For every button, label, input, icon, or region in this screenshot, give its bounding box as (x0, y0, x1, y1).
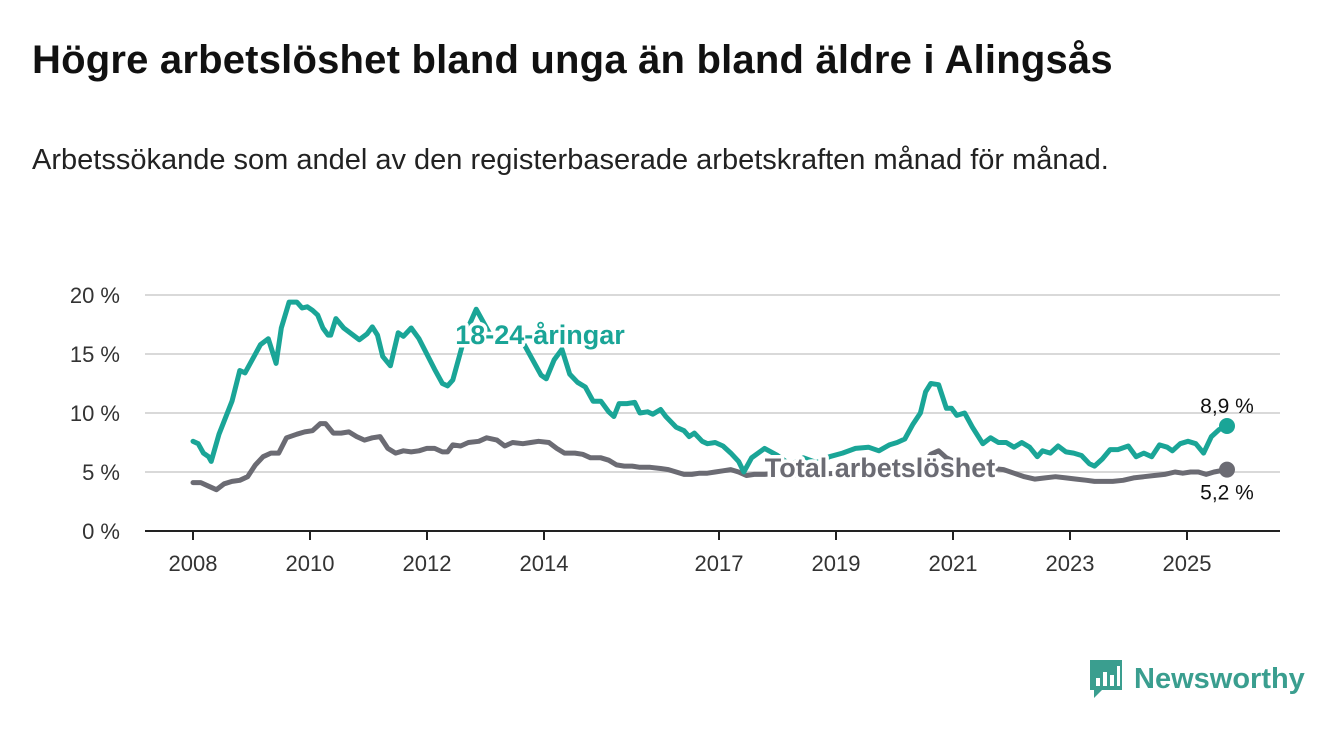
chart-subtitle: Arbetssökande som andel av den registerb… (32, 144, 1109, 176)
x-tick-label: 2010 (286, 551, 335, 576)
y-tick-label: 10 % (70, 401, 120, 426)
y-tick-label: 15 % (70, 342, 120, 367)
chart-title: Högre arbetslöshet bland unga än bland ä… (32, 38, 1113, 82)
series-labels: 8,9 % 5,2 % 18-24-åringar Total arbetslöshe… (452, 317, 1254, 505)
y-tick-label: 0 % (82, 519, 120, 544)
grid-lines (145, 294, 1280, 532)
series-line-youth (190, 299, 1230, 475)
x-tick-label: 2008 (169, 551, 218, 576)
series-lines (190, 299, 1235, 493)
x-tick-label: 2017 (695, 551, 744, 576)
end-label-youth: 8,9 % (1200, 395, 1254, 418)
y-tick-label: 5 % (82, 460, 120, 485)
series-line-total (190, 421, 1230, 493)
series-label-total: Total arbetslöshet (765, 453, 996, 483)
x-tick-label: 2012 (403, 551, 452, 576)
x-axis: 2008 2010 2012 2014 2017 2019 2021 2023 2025 (169, 531, 1212, 576)
newsworthy-logo[interactable]: Newsworthy (1088, 658, 1305, 700)
x-tick-label: 2021 (929, 551, 978, 576)
brand-name: Newsworthy (1134, 662, 1305, 695)
y-axis: 0 % 5 % 10 % 15 % 20 % (70, 283, 120, 544)
end-point-total (1219, 461, 1235, 478)
end-point-youth (1219, 417, 1235, 434)
end-label-total: 5,2 % (1200, 482, 1254, 505)
y-tick-label: 20 % (70, 283, 120, 308)
newsworthy-icon (1090, 660, 1122, 698)
x-tick-label: 2019 (812, 551, 861, 576)
x-tick-label: 2025 (1163, 551, 1212, 576)
x-tick-label: 2014 (520, 551, 569, 576)
x-tick-label: 2023 (1046, 551, 1095, 576)
series-label-youth: 18-24-åringar (455, 320, 625, 350)
